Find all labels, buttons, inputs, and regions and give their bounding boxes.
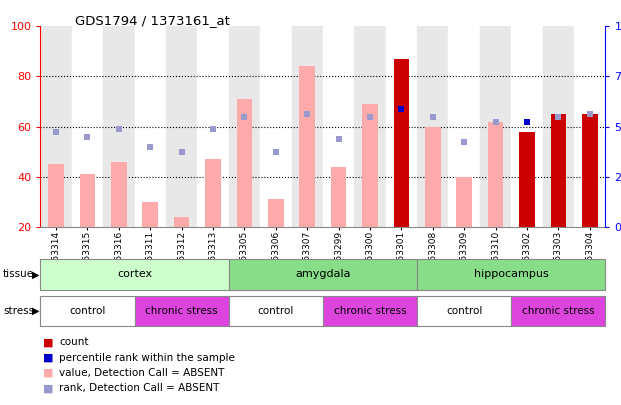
Text: hippocampus: hippocampus — [474, 269, 549, 279]
Bar — [229, 296, 323, 326]
Bar — [111, 162, 127, 227]
Bar — [417, 259, 605, 290]
Text: ■: ■ — [43, 368, 54, 378]
Bar — [166, 26, 197, 227]
Bar — [323, 26, 355, 227]
Bar — [574, 26, 605, 227]
Text: amygdala: amygdala — [295, 269, 351, 279]
Bar — [323, 296, 417, 326]
Bar — [174, 217, 189, 227]
Text: chronic stress: chronic stress — [145, 306, 218, 316]
Bar — [355, 26, 386, 227]
Text: ■: ■ — [43, 384, 54, 393]
Text: cortex: cortex — [117, 269, 152, 279]
Bar — [487, 122, 504, 227]
Text: control: control — [258, 306, 294, 316]
Text: percentile rank within the sample: percentile rank within the sample — [59, 353, 235, 362]
Bar — [40, 26, 72, 227]
Bar — [291, 26, 323, 227]
Bar — [362, 104, 378, 227]
Bar — [299, 66, 315, 227]
Bar — [205, 159, 221, 227]
Bar — [260, 26, 291, 227]
Text: ■: ■ — [43, 337, 54, 347]
Bar — [135, 296, 229, 326]
Bar — [551, 117, 566, 227]
Bar — [135, 26, 166, 227]
Text: count: count — [59, 337, 89, 347]
Text: control: control — [446, 306, 483, 316]
Text: ▶: ▶ — [32, 306, 40, 316]
Bar — [448, 26, 480, 227]
Bar — [197, 26, 229, 227]
Bar — [511, 26, 543, 227]
Text: rank, Detection Call = ABSENT: rank, Detection Call = ABSENT — [59, 384, 219, 393]
Bar — [72, 26, 103, 227]
Bar — [142, 202, 158, 227]
Bar — [229, 259, 417, 290]
Text: chronic stress: chronic stress — [522, 306, 595, 316]
Bar — [519, 132, 535, 227]
Bar — [386, 26, 417, 227]
Text: control: control — [70, 306, 106, 316]
Text: stress: stress — [3, 306, 34, 316]
Bar — [40, 259, 229, 290]
Text: tissue: tissue — [3, 269, 34, 279]
Bar — [543, 26, 574, 227]
Bar — [582, 114, 597, 227]
Text: chronic stress: chronic stress — [333, 306, 406, 316]
Bar — [582, 114, 597, 227]
Text: ■: ■ — [43, 353, 54, 362]
Bar — [394, 59, 409, 227]
Bar — [103, 26, 135, 227]
Bar — [331, 167, 347, 227]
Bar — [417, 26, 448, 227]
Bar — [551, 114, 566, 227]
Bar — [456, 177, 472, 227]
Bar — [417, 296, 511, 326]
Bar — [48, 164, 64, 227]
Text: value, Detection Call = ABSENT: value, Detection Call = ABSENT — [59, 368, 224, 378]
Bar — [268, 199, 284, 227]
Text: ▶: ▶ — [32, 269, 40, 279]
Bar — [79, 174, 95, 227]
Bar — [519, 132, 535, 227]
Bar — [229, 26, 260, 227]
Bar — [480, 26, 511, 227]
Bar — [40, 296, 135, 326]
Text: GDS1794 / 1373161_at: GDS1794 / 1373161_at — [75, 14, 229, 27]
Bar — [425, 126, 441, 227]
Bar — [511, 296, 605, 326]
Bar — [394, 59, 409, 227]
Bar — [237, 99, 252, 227]
